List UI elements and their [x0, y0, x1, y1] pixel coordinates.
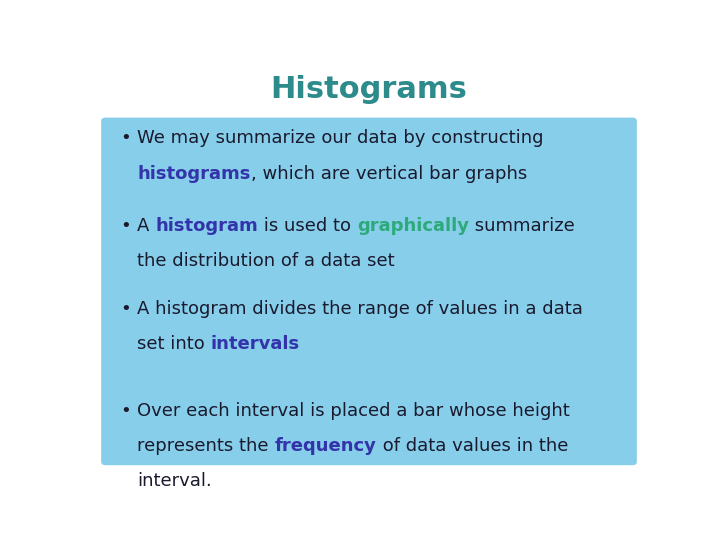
Text: graphically: graphically — [357, 217, 469, 234]
Text: We may summarize our data by constructing: We may summarize our data by constructin… — [138, 129, 544, 147]
Text: Histograms: Histograms — [271, 75, 467, 104]
Text: frequency: frequency — [274, 437, 377, 455]
Text: histogram: histogram — [156, 217, 258, 234]
Text: the distribution of a data set: the distribution of a data set — [138, 252, 395, 270]
Text: set into: set into — [138, 335, 211, 353]
Text: •: • — [121, 402, 132, 420]
Text: •: • — [121, 217, 132, 234]
Text: histograms: histograms — [138, 165, 251, 183]
Text: summarize: summarize — [469, 217, 575, 234]
Text: A histogram divides the range of values in a data: A histogram divides the range of values … — [138, 300, 583, 318]
Text: •: • — [121, 129, 132, 147]
Text: intervals: intervals — [211, 335, 300, 353]
Text: is used to: is used to — [258, 217, 357, 234]
Text: , which are vertical bar graphs: , which are vertical bar graphs — [251, 165, 527, 183]
Text: of data values in the: of data values in the — [377, 437, 568, 455]
Text: represents the: represents the — [138, 437, 275, 455]
Text: A: A — [138, 217, 156, 234]
Text: interval.: interval. — [138, 472, 212, 490]
Text: •: • — [121, 300, 132, 318]
FancyBboxPatch shape — [101, 118, 637, 465]
Text: Over each interval is placed a bar whose height: Over each interval is placed a bar whose… — [138, 402, 570, 420]
